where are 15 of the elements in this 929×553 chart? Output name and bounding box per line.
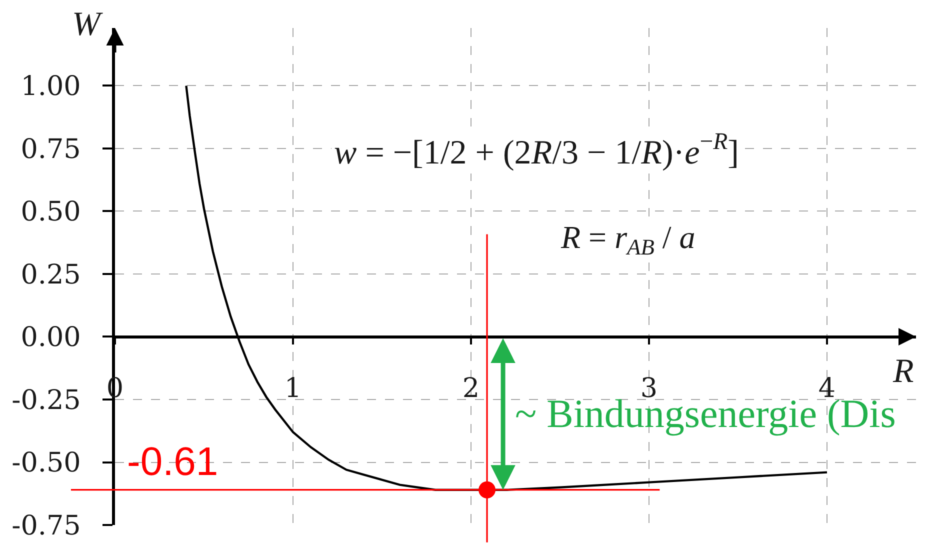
text: w = −[1/2 + (2R/3 − 1/R)·e$^{−}$$^{R}$] <box>334 129 739 172</box>
y-tick-label: 0.00 <box>20 322 81 354</box>
y-tick-label: -0.75 <box>12 510 81 542</box>
x-axis-title: R <box>892 353 914 390</box>
x-tick-label: 2 <box>462 372 480 404</box>
ref-line-label: -0.61 <box>127 440 218 484</box>
y-tick-label: 0.25 <box>20 259 81 290</box>
y-tick-label: 0.50 <box>20 196 81 228</box>
y-tick-label: -0.25 <box>12 384 81 416</box>
annotation: R = r$_{AB}$ / a <box>560 219 696 260</box>
x-tick-label: 1 <box>284 372 302 404</box>
y-axis-title: W <box>72 6 103 43</box>
y-tick-label: 1.00 <box>20 71 81 102</box>
y-tick-label: 0.75 <box>20 134 81 165</box>
y-tick-label: -0.50 <box>12 448 81 479</box>
